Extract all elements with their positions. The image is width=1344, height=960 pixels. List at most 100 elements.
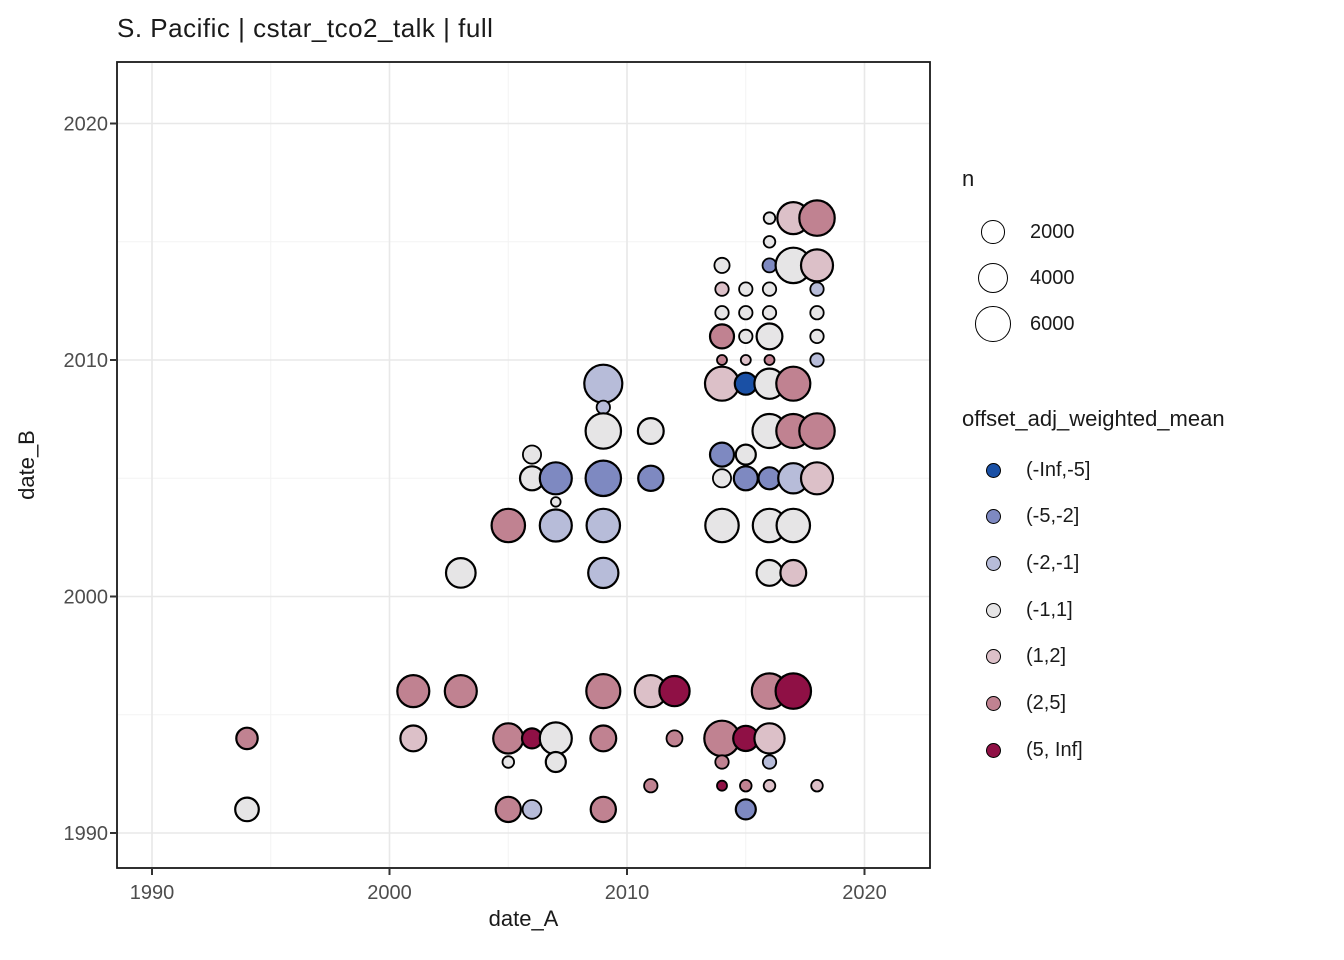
data-point — [583, 363, 624, 404]
data-point — [755, 322, 784, 351]
y-axis-title: date_B — [14, 430, 39, 500]
data-point — [761, 305, 778, 321]
data-point — [753, 722, 786, 755]
data-point — [738, 305, 754, 321]
data-point — [716, 354, 728, 366]
x-tick-label: 2020 — [842, 882, 887, 904]
data-point — [708, 441, 736, 468]
color-legend-label: (-5,-2] — [1026, 505, 1080, 527]
data-point — [809, 281, 825, 297]
data-point — [589, 724, 618, 753]
data-point — [762, 211, 777, 225]
color-legend-label: (5, Inf] — [1026, 739, 1083, 761]
data-point — [492, 722, 525, 755]
data-point — [544, 750, 567, 774]
y-tick-label: 1990 — [64, 823, 109, 845]
data-point — [755, 558, 784, 587]
data-point — [738, 281, 754, 297]
data-point — [589, 795, 618, 824]
data-point — [399, 724, 428, 753]
x-tick-label: 2000 — [367, 882, 412, 904]
data-point — [712, 468, 733, 489]
panel-border — [116, 61, 931, 869]
data-point — [490, 507, 527, 544]
data-point — [761, 281, 778, 297]
data-point — [732, 465, 759, 492]
data-point — [550, 496, 562, 508]
data-point — [798, 412, 836, 450]
data-point — [637, 464, 665, 492]
size-legend-key — [975, 306, 1011, 342]
x-tick-label: 2010 — [605, 882, 650, 904]
data-point — [587, 556, 620, 590]
data-point — [521, 799, 543, 820]
data-point — [494, 795, 522, 824]
data-point — [761, 754, 778, 770]
x-tick-label: 1990 — [130, 882, 175, 904]
data-point — [234, 796, 260, 823]
color-legend-key — [985, 462, 1001, 478]
size-legend-key — [981, 220, 1005, 244]
data-point — [538, 721, 573, 756]
data-point — [235, 726, 259, 751]
size-legend-label: 2000 — [1030, 221, 1075, 243]
size-legend-key — [977, 262, 1009, 294]
data-point — [714, 754, 730, 770]
data-point — [713, 256, 731, 274]
color-legend-label: (-1,1] — [1026, 599, 1073, 621]
data-point — [665, 729, 684, 748]
data-point — [708, 323, 736, 350]
size-legend-title: n — [962, 166, 975, 191]
data-point — [658, 674, 691, 708]
data-point — [809, 352, 825, 368]
data-point — [643, 778, 659, 794]
data-point — [538, 508, 573, 543]
data-point — [584, 459, 623, 498]
data-point — [714, 305, 730, 321]
color-legend-label: (2,5] — [1026, 692, 1067, 714]
x-axis-title: date_A — [488, 906, 559, 931]
data-point — [762, 235, 777, 249]
data-point — [810, 779, 824, 793]
data-point — [809, 305, 825, 321]
data-point — [443, 673, 478, 709]
data-point — [738, 328, 754, 344]
data-point — [716, 779, 728, 792]
data-point — [763, 354, 776, 366]
data-point — [585, 507, 622, 544]
data-point — [809, 328, 825, 344]
size-legend-label: 6000 — [1030, 313, 1075, 335]
data-point — [522, 444, 543, 465]
data-point — [798, 199, 836, 237]
color-legend-key — [985, 648, 1001, 664]
color-legend-title: offset_adj_weighted_mean — [962, 406, 1225, 431]
color-legend-key — [985, 742, 1001, 758]
y-tick-label: 2020 — [64, 114, 109, 136]
color-legend-key — [985, 602, 1001, 618]
data-point — [762, 779, 777, 793]
size-legend-label: 4000 — [1030, 267, 1075, 289]
data-point — [734, 443, 757, 466]
data-point — [636, 417, 665, 446]
data-point — [775, 365, 812, 402]
color-legend-key — [985, 555, 1001, 571]
data-point — [775, 507, 812, 544]
data-point — [704, 507, 740, 544]
color-legend-key — [985, 508, 1001, 524]
color-legend-key — [985, 695, 1001, 711]
data-point — [584, 412, 623, 450]
color-legend-label: (-Inf,-5] — [1026, 459, 1091, 481]
color-legend-label: (1,2] — [1026, 645, 1067, 667]
data-point — [714, 281, 730, 297]
data-point — [779, 558, 808, 587]
y-tick-label: 2010 — [64, 350, 109, 372]
data-point — [595, 399, 611, 415]
data-point — [774, 672, 813, 710]
data-point — [739, 354, 752, 366]
data-point — [396, 673, 431, 709]
data-point — [444, 557, 477, 589]
data-point — [799, 461, 835, 496]
data-point — [734, 798, 757, 821]
